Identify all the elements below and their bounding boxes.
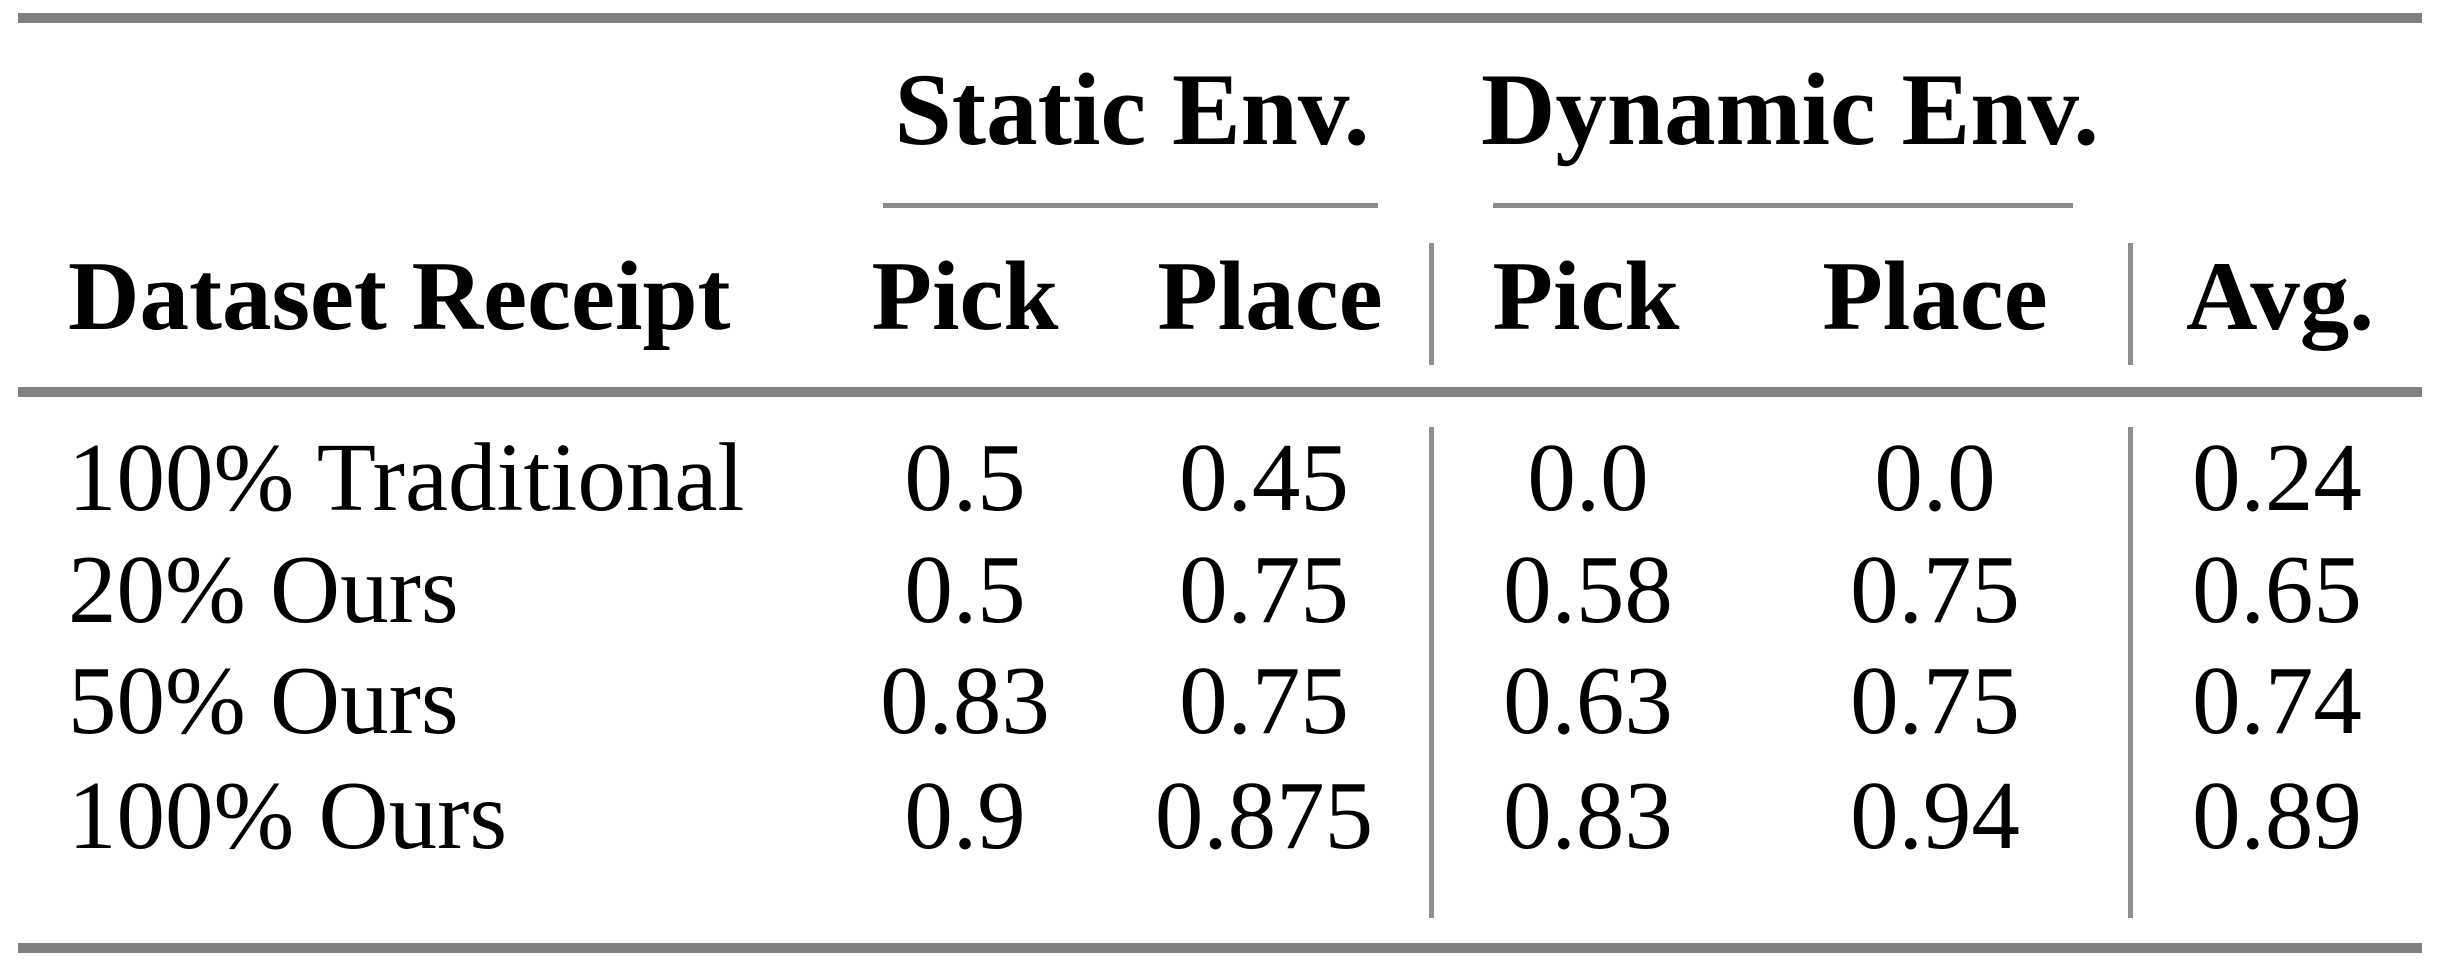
- cell-dynamic-place: 0.94: [1850, 762, 2020, 869]
- separator-dynamic-avg-header: [2128, 243, 2133, 365]
- cell-dynamic-place: 0.75: [1850, 536, 2020, 643]
- row-label: 20% Ours: [68, 536, 459, 643]
- cell-avg: 0.89: [2192, 762, 2362, 869]
- row-label: 100% Ours: [68, 762, 508, 869]
- cell-dynamic-pick: 0.0: [1527, 424, 1649, 531]
- cell-dynamic-pick: 0.63: [1503, 647, 1673, 754]
- cell-avg: 0.24: [2192, 424, 2362, 531]
- row-label: 100% Traditional: [68, 424, 745, 531]
- cell-avg: 0.65: [2192, 536, 2362, 643]
- column-header-avg: Avg.: [2186, 242, 2374, 351]
- column-header-dynamic-pick: Pick: [1492, 242, 1680, 351]
- separator-static-dynamic-header: [1429, 243, 1434, 365]
- cell-static-place: 0.45: [1179, 424, 1349, 531]
- cell-static-pick: 0.5: [904, 424, 1026, 531]
- cell-dynamic-pick: 0.83: [1503, 762, 1673, 869]
- top-rule: [18, 13, 2422, 23]
- cell-avg: 0.74: [2192, 647, 2362, 754]
- header-bottom-rule: [18, 387, 2422, 397]
- cell-dynamic-place: 0.0: [1874, 424, 1996, 531]
- group-header-static-env: Static Env.: [894, 53, 1370, 167]
- group-header-dynamic-env: Dynamic Env.: [1480, 53, 2100, 167]
- column-header-dataset-receipt: Dataset Receipt: [68, 242, 731, 351]
- cell-static-place: 0.75: [1179, 536, 1349, 643]
- column-header-static-pick: Pick: [871, 242, 1059, 351]
- column-header-static-place: Place: [1157, 242, 1383, 351]
- dynamic-env-cmidrule: [1493, 203, 2073, 208]
- static-env-cmidrule: [883, 203, 1378, 208]
- cell-static-pick: 0.83: [880, 647, 1050, 754]
- cell-static-place: 0.875: [1154, 762, 1374, 869]
- cell-dynamic-pick: 0.58: [1503, 536, 1673, 643]
- cell-dynamic-place: 0.75: [1850, 647, 2020, 754]
- separator-static-dynamic-body: [1429, 427, 1434, 918]
- bottom-rule: [18, 943, 2422, 953]
- cell-static-pick: 0.5: [904, 536, 1026, 643]
- separator-dynamic-avg-body: [2128, 427, 2133, 918]
- cell-static-place: 0.75: [1179, 647, 1349, 754]
- cell-static-pick: 0.9: [904, 762, 1026, 869]
- row-label: 50% Ours: [68, 647, 459, 754]
- column-header-dynamic-place: Place: [1822, 242, 2048, 351]
